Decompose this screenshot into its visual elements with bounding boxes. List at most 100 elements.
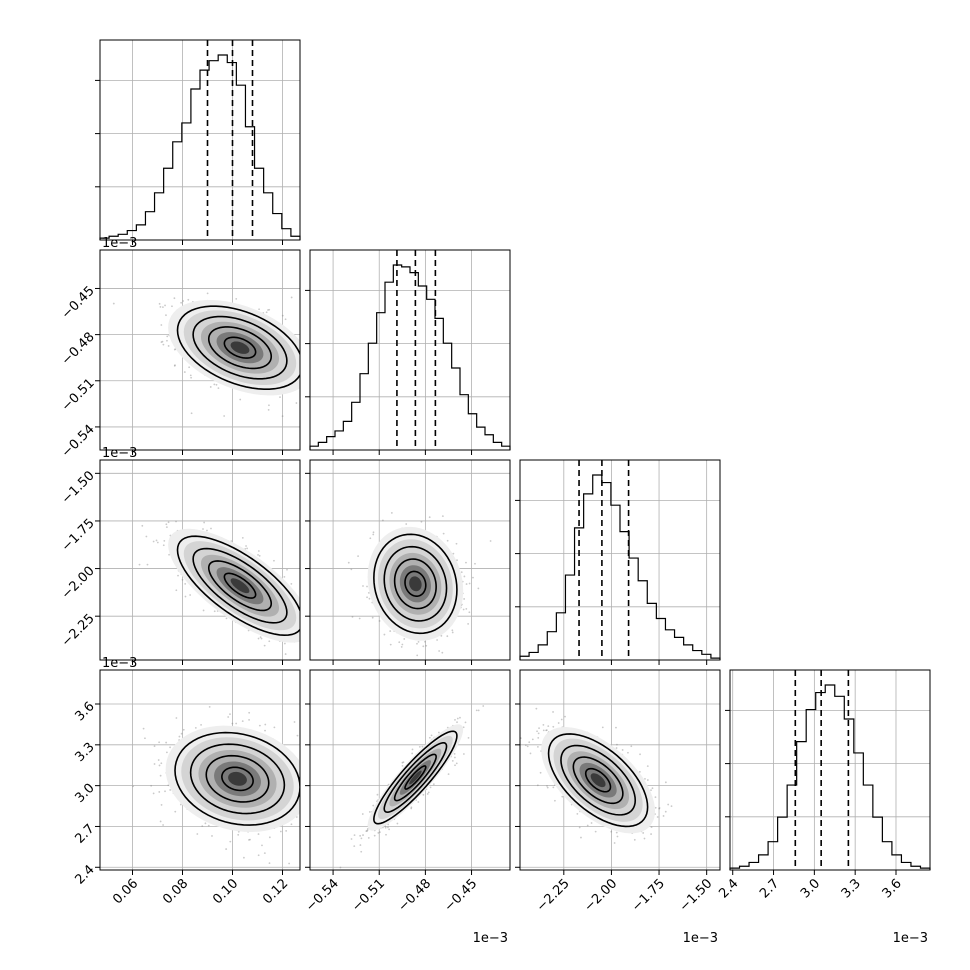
- scatter-point: [621, 749, 624, 751]
- scatter-point: [462, 726, 465, 729]
- scatter-point: [353, 845, 356, 848]
- scatter-point: [162, 824, 164, 826]
- scatter-point: [465, 583, 468, 585]
- contour-line: [189, 743, 286, 815]
- panel-frame: [99, 249, 301, 451]
- scatter-point: [388, 828, 391, 831]
- scatter-point: [235, 722, 238, 725]
- scatter-point: [175, 520, 177, 523]
- scatter-point: [366, 596, 368, 599]
- scatter-point: [359, 844, 362, 846]
- scatter-point: [358, 617, 361, 620]
- scatter-point: [463, 575, 466, 578]
- scatter-point: [359, 834, 362, 837]
- scatter-point: [223, 415, 226, 417]
- scatter-point: [257, 553, 259, 556]
- scatter-point: [402, 761, 405, 764]
- scatter-point: [467, 736, 470, 739]
- scatter-point: [462, 753, 465, 755]
- scatter-point: [396, 822, 399, 825]
- scatter-point: [351, 615, 354, 618]
- scatter-point: [376, 793, 379, 796]
- scatter-point: [441, 651, 444, 654]
- panel-background: [310, 250, 510, 450]
- scatter-point: [303, 750, 305, 752]
- scatter-point: [183, 371, 186, 373]
- scatter-point: [301, 619, 303, 621]
- contour-line: [176, 535, 300, 637]
- scatter-point: [248, 839, 250, 841]
- scatter-point: [460, 571, 463, 574]
- scatter-point: [377, 832, 380, 834]
- scatter-point: [288, 862, 291, 865]
- scatter-point: [456, 559, 458, 562]
- scatter-point: [268, 640, 271, 643]
- scatter-point: [463, 598, 466, 600]
- scatter-point: [576, 812, 579, 815]
- scatter-point: [594, 830, 597, 833]
- scatter-point: [162, 544, 165, 547]
- scatter-point: [454, 764, 456, 767]
- scatter-point: [158, 302, 161, 305]
- scatter-point: [379, 831, 381, 834]
- scatter-point: [258, 308, 260, 311]
- scatter-point: [182, 300, 185, 302]
- contour-line: [221, 766, 254, 792]
- scatter-point: [416, 642, 418, 645]
- scatter-point: [258, 724, 261, 727]
- scatter-point: [650, 789, 652, 792]
- scatter-point: [177, 574, 179, 577]
- density-fill: [228, 771, 247, 786]
- scatter-point: [347, 561, 350, 564]
- scatter-point: [372, 531, 375, 534]
- scatter-point: [442, 532, 445, 535]
- scatter-point: [215, 383, 218, 386]
- scatter-point: [339, 866, 342, 869]
- scatter-point: [182, 728, 185, 731]
- density-fill: [230, 578, 250, 594]
- scatter-point: [165, 523, 168, 526]
- scatter-point: [427, 791, 430, 794]
- scatter-point: [153, 745, 156, 748]
- scatter-point: [304, 671, 306, 673]
- histogram-panel-2: [515, 459, 721, 661]
- scatter-point: [203, 521, 206, 524]
- scatter-point: [227, 716, 230, 718]
- scatter-point: [447, 773, 450, 776]
- scatter-point: [268, 308, 271, 311]
- scatter-point: [150, 784, 153, 787]
- scatter-point: [173, 297, 176, 300]
- scatter-point: [489, 540, 492, 542]
- scatter-point: [306, 635, 308, 637]
- scatter-point: [410, 807, 413, 810]
- scatter-point: [459, 716, 461, 719]
- scatter-point: [418, 745, 421, 748]
- scatter-point: [163, 539, 166, 542]
- scatter-point: [160, 762, 163, 765]
- scatter-point: [422, 793, 425, 796]
- contour-line: [207, 326, 273, 370]
- scatter-point: [366, 830, 368, 832]
- scatter-point: [237, 833, 240, 836]
- scatter-point: [260, 637, 263, 640]
- scatter-point: [405, 523, 408, 525]
- scatter-point: [301, 814, 303, 816]
- scatter-point: [367, 837, 370, 839]
- contour-line: [383, 742, 448, 813]
- panel-frame: [519, 459, 721, 661]
- scatter-point: [367, 592, 370, 594]
- scatter-point: [465, 561, 467, 564]
- scatter-point: [455, 762, 458, 765]
- scatter-point: [229, 713, 231, 716]
- scatter-point: [475, 709, 478, 712]
- scatter-point: [307, 328, 309, 330]
- scatter-point: [286, 568, 288, 571]
- scatter-point: [241, 720, 244, 723]
- scatter-point: [446, 539, 449, 542]
- histogram-panel-0: [95, 39, 301, 241]
- scatter-point: [372, 533, 375, 536]
- scatter-point: [350, 838, 353, 840]
- scatter-point: [360, 837, 363, 840]
- scatter-point: [366, 829, 369, 832]
- scatter-point: [169, 746, 171, 749]
